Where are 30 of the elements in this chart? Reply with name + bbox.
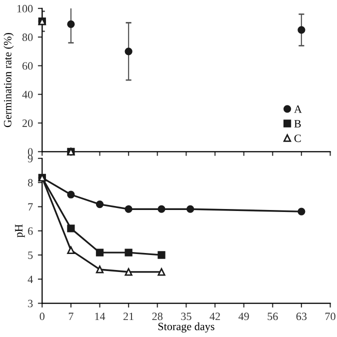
x-tick-label: 35: [181, 312, 192, 320]
y-tick-label: 20: [22, 119, 33, 127]
y-tick-label: 80: [22, 34, 33, 42]
y-tick-label: 3: [28, 300, 33, 308]
x-axis-title: Storage days: [158, 322, 214, 333]
y-axis-title: pH: [15, 224, 25, 238]
y-axis-title: Germination rate (%): [4, 33, 14, 128]
y-tick-label: 4: [28, 276, 33, 284]
x-tick-label: 14: [95, 312, 106, 320]
x-tick-label: 28: [152, 312, 163, 320]
y-tick-label: 60: [22, 62, 33, 70]
x-tick-label: 49: [238, 312, 249, 320]
y-tick-label: 7: [28, 203, 33, 211]
x-tick-label: 0: [40, 312, 44, 320]
x-tick-label: 63: [296, 312, 307, 320]
y-tick-label: 100: [17, 4, 33, 12]
x-tick-label: 42: [210, 312, 220, 320]
y-tick-label: 5: [28, 252, 33, 259]
x-tick-label: 56: [268, 312, 278, 320]
legend-label: A: [294, 105, 302, 113]
legend-label: B: [294, 120, 301, 128]
y-tick-label: 8: [28, 179, 33, 187]
y-tick-label: 9: [28, 154, 33, 162]
x-tick-label: 21: [124, 312, 134, 320]
y-tick-label: 40: [22, 90, 33, 98]
x-tick-label: 7: [68, 312, 74, 320]
x-tick-label: 70: [325, 312, 336, 320]
y-tick-label: 0: [28, 148, 33, 156]
y-tick-label: 6: [28, 227, 33, 235]
legend-label: C: [294, 134, 301, 142]
